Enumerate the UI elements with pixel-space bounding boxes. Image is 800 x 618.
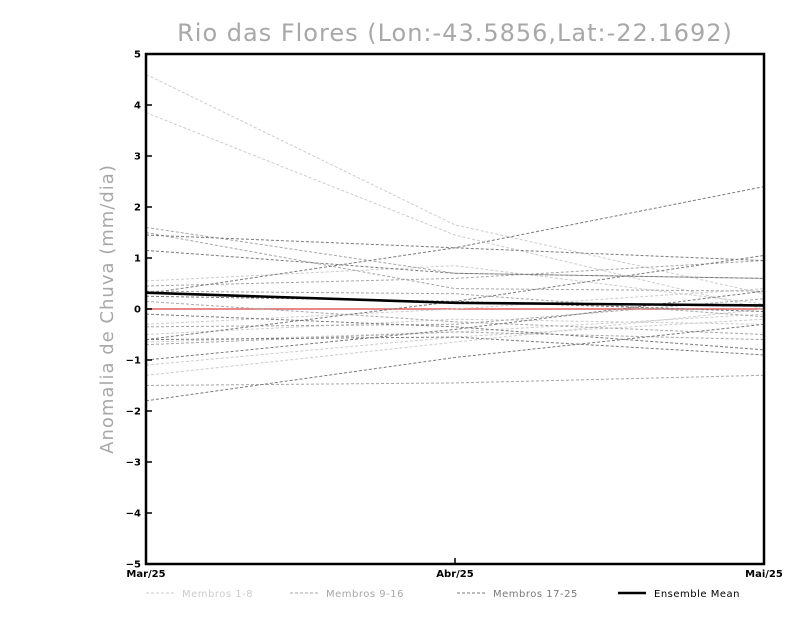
member-line [145,226,765,279]
legend-label: Membros 17-25 [493,589,578,600]
member-line [145,288,765,325]
member-line [145,232,765,292]
member-line [145,112,765,310]
y-tick-label: 0 [134,305,141,316]
y-tick-label: −3 [126,458,141,469]
y-tick-label: −1 [126,356,141,367]
member-line [145,313,765,351]
y-tick-label: −2 [126,407,141,418]
legend-label: Membros 9-16 [326,589,404,600]
member-line [145,300,765,335]
y-tick-label: 4 [134,101,141,112]
chart-title: Rio das Flores (Lon:-43.5856,Lat:-22.169… [177,19,733,47]
member-line [145,331,765,346]
member-line [145,265,765,305]
member-line [145,260,765,287]
y-tick-label: −4 [126,509,141,520]
x-tick-label: Mai/25 [745,569,783,580]
member-line [145,249,765,279]
legend-label: Ensemble Mean [654,589,740,600]
y-tick-label: 3 [134,152,141,163]
member-line [145,298,765,328]
y-tick-label: 2 [134,203,141,214]
member-line [145,336,765,356]
member-line [145,186,765,295]
x-tick-label: Mar/25 [126,569,165,580]
member-line [145,290,765,318]
member-line [145,295,765,313]
y-axis-label: Anomalia de Chuva (mm/dia) [97,164,118,454]
member-line [145,290,765,361]
member-line [145,308,765,376]
legend-label: Membros 1-8 [182,589,253,600]
member-line [145,254,765,341]
member-line [145,318,765,366]
x-tick-label: Abr/25 [436,569,473,580]
ensemble-mean-line [145,291,765,307]
member-line [145,318,765,335]
member-line [145,323,765,402]
member-line [145,234,765,262]
y-tick-label: 5 [134,50,141,61]
y-tick-label: 1 [134,254,141,265]
member-line [145,374,765,386]
member-line [145,73,765,295]
y-tick-label: −5 [126,560,141,571]
